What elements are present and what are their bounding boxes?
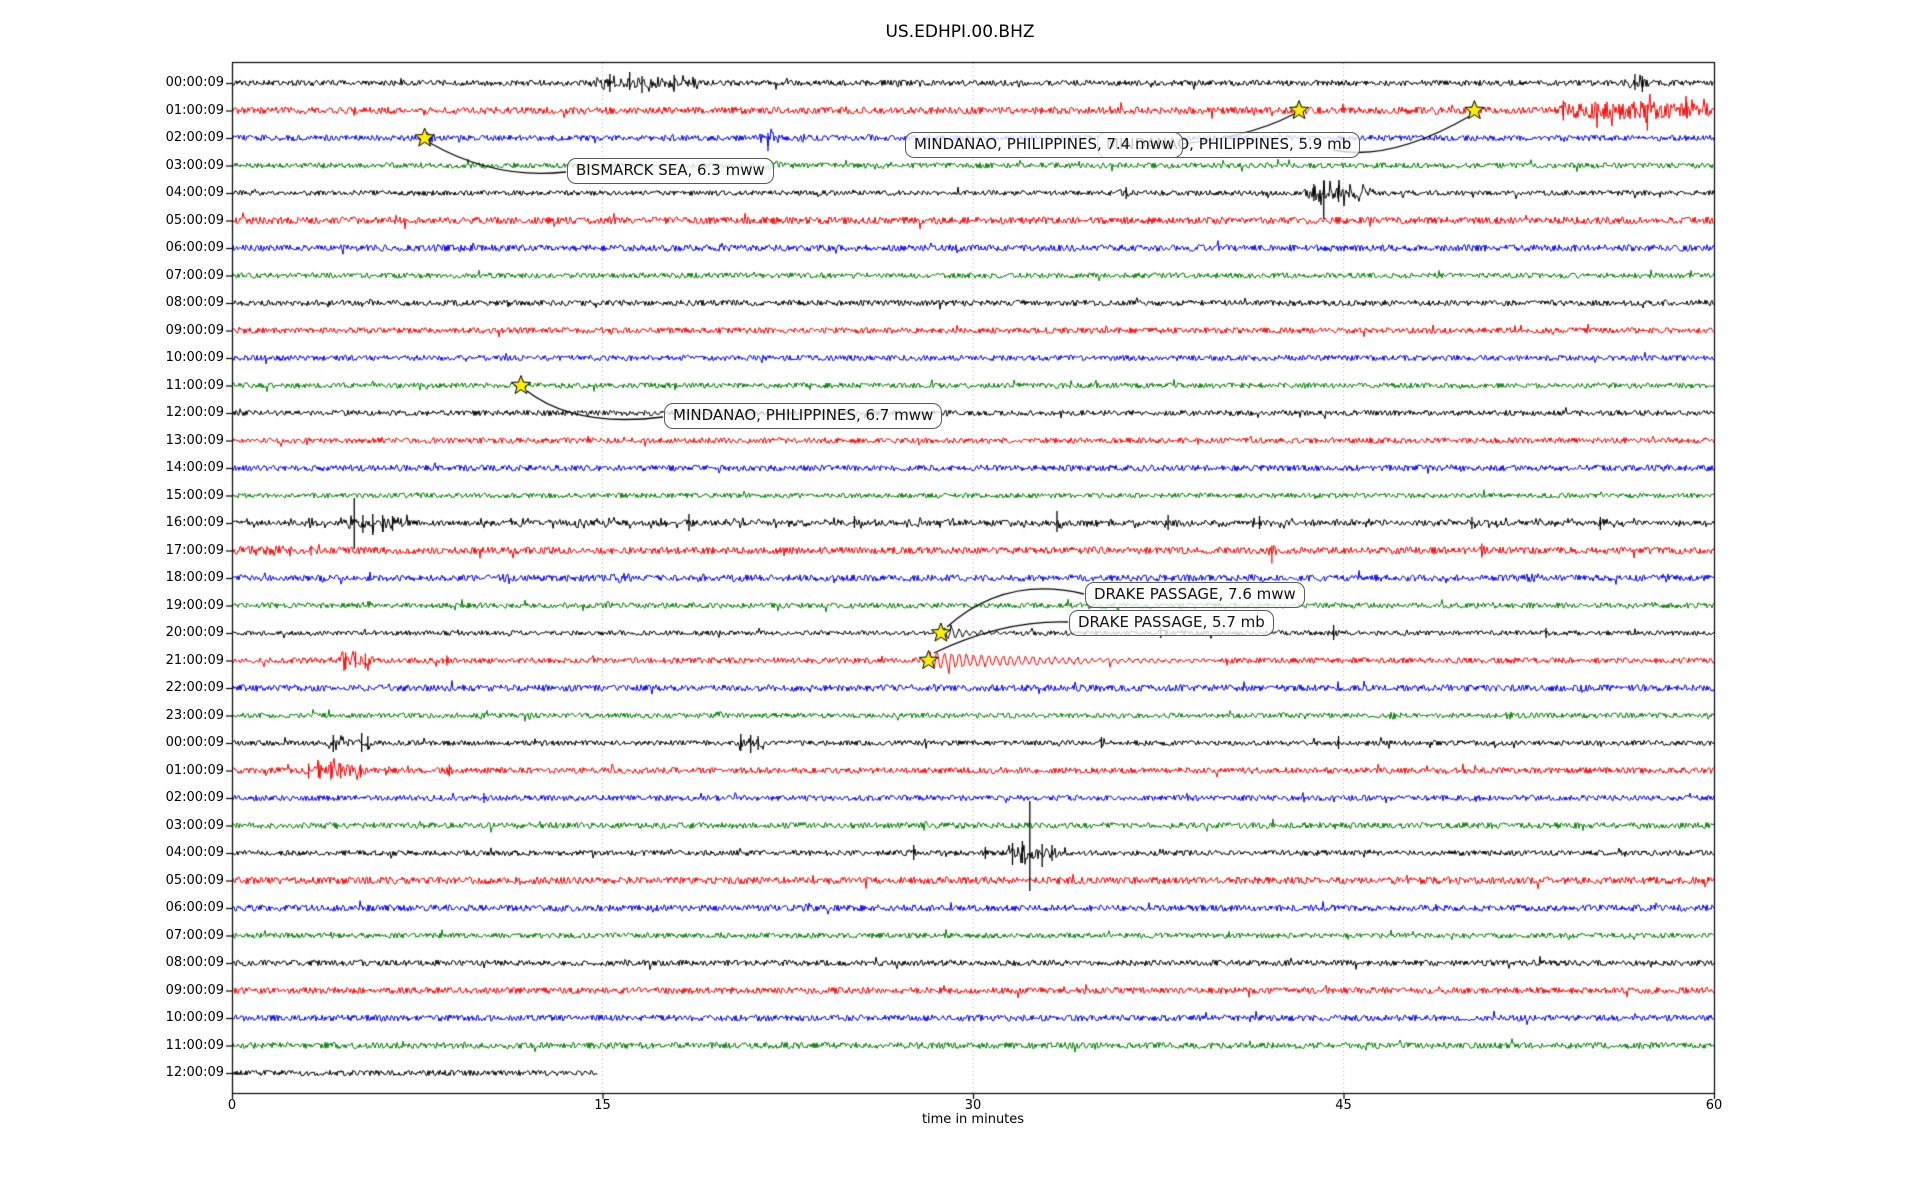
y-tick-label: 21:00:09: [165, 652, 224, 668]
y-tick-label: 00:00:09: [165, 75, 224, 90]
y-tick-label: 04:00:09: [165, 845, 224, 860]
page-title: US.EDHPI.00.BHZ: [885, 22, 1035, 42]
event-label-mindanao-6.7mww: MINDANAO, PHILIPPINES, 6.7 mww: [664, 403, 943, 429]
y-tick-label: 20:00:09: [165, 625, 224, 640]
y-tick-label: 17:00:09: [165, 542, 224, 558]
y-tick-label: 05:00:09: [165, 872, 224, 888]
y-tick-label: 13:00:09: [165, 432, 224, 448]
y-tick-label: 14:00:09: [165, 460, 224, 475]
y-tick-label: 01:00:09: [165, 102, 224, 118]
y-tick-label: 04:00:09: [165, 185, 224, 200]
y-tick-label: 03:00:09: [165, 157, 224, 173]
y-tick-label: 22:00:09: [165, 680, 224, 695]
event-label-mindanao-7.4mww: MINDANAO, PHILIPPINES, 7.4 mww: [905, 132, 1184, 158]
x-tick-label: 0: [227, 1098, 237, 1113]
y-tick-label: 05:00:09: [165, 212, 224, 228]
y-tick-label: 02:00:09: [165, 790, 224, 805]
y-tick-label: 01:00:09: [165, 762, 224, 778]
y-tick-label: 06:00:09: [165, 900, 224, 915]
y-tick-label: 19:00:09: [165, 597, 224, 613]
y-tick-label: 06:00:09: [165, 240, 224, 255]
y-tick-label: 08:00:09: [165, 295, 224, 310]
x-tick-label: 60: [1705, 1098, 1723, 1113]
x-tick-label: 30: [964, 1098, 982, 1113]
y-tick-label: 23:00:09: [165, 707, 224, 723]
y-tick-label: 16:00:09: [165, 515, 224, 530]
event-label-bismarck-sea-6.3mww: BISMARCK SEA, 6.3 mww: [567, 158, 774, 184]
y-tick-label: 07:00:09: [165, 267, 224, 283]
y-tick-label: 09:00:09: [165, 322, 224, 338]
y-tick-label: 07:00:09: [165, 927, 224, 943]
x-tick-label: 15: [594, 1098, 611, 1113]
y-tick-label: 18:00:09: [165, 570, 224, 585]
y-tick-label: 10:00:09: [165, 350, 224, 365]
y-tick-label: 03:00:09: [165, 817, 224, 833]
y-tick-label: 00:00:09: [165, 735, 224, 750]
x-tick-label: 45: [1335, 1098, 1352, 1113]
y-tick-label: 11:00:09: [165, 377, 224, 393]
event-label-drake-passage-7.6mww: DRAKE PASSAGE, 7.6 mww: [1085, 582, 1305, 608]
y-tick-label: 15:00:09: [165, 487, 224, 503]
x-axis-title: time in minutes: [921, 1112, 1025, 1127]
y-tick-label: 12:00:09: [165, 405, 224, 420]
y-tick-label: 12:00:09: [165, 1065, 224, 1080]
y-tick-label: 08:00:09: [165, 955, 224, 970]
y-tick-label: 10:00:09: [165, 1010, 224, 1025]
y-tick-label: 02:00:09: [165, 130, 224, 145]
y-tick-label: 11:00:09: [165, 1037, 224, 1053]
event-label-drake-passage-5.7mb: DRAKE PASSAGE, 5.7 mb: [1069, 610, 1274, 636]
y-tick-label: 09:00:09: [165, 982, 224, 998]
